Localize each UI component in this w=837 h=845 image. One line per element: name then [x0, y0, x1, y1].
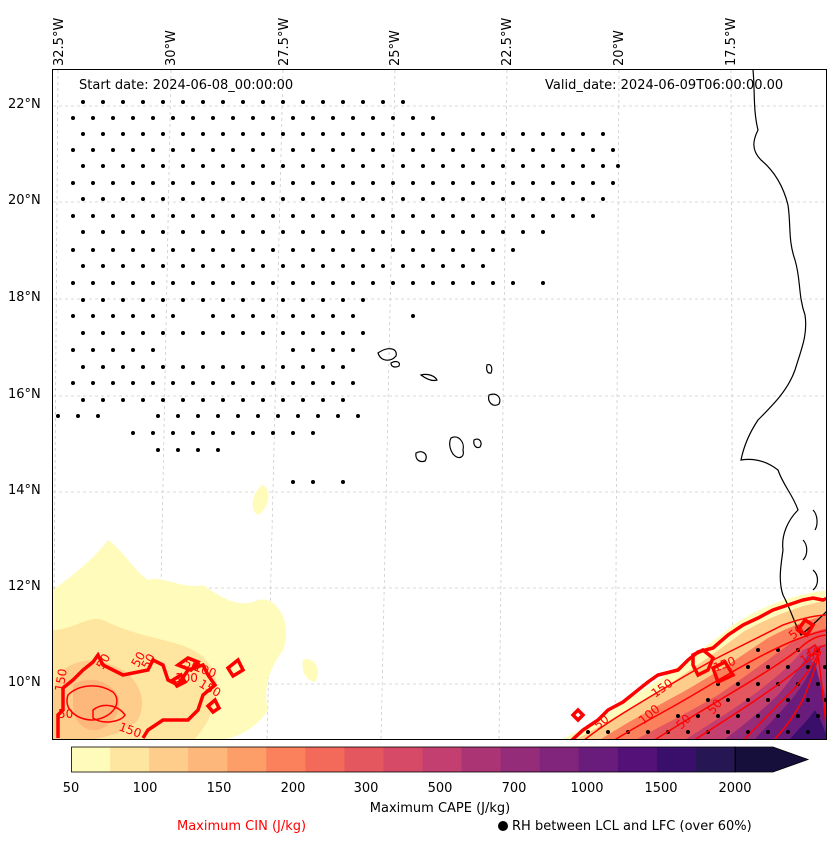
start-date-label: Start date: 2024-06-08_00:00:00 — [79, 78, 294, 93]
lon-label: 32.5°W — [52, 17, 67, 66]
colorbar-cell — [227, 747, 267, 772]
cin-label: 50 — [182, 656, 201, 674]
lat-label: 20°N — [8, 193, 41, 208]
colorbar-tick-label: 150 — [206, 781, 232, 796]
colorbar-cell — [617, 747, 658, 772]
colorbar-cell — [71, 747, 111, 772]
lat-label: 16°N — [8, 387, 41, 402]
lat-label: 22°N — [8, 97, 41, 112]
african-coastline — [740, 70, 826, 636]
colorbar-cell — [149, 747, 189, 772]
cape-verde-island-fogo — [415, 451, 427, 463]
colorbar-tick-label: 100 — [132, 781, 158, 796]
cin-legend: Maximum CIN (J/kg) — [177, 819, 306, 834]
cape-verde-island-santo-antao — [377, 348, 397, 361]
colorbar-cell — [383, 747, 424, 772]
cin-label: 150 — [117, 720, 143, 740]
cape-verde-island-sao-vicente — [390, 360, 401, 368]
colorbar-tick-label: 300 — [353, 781, 379, 796]
lat-label: 10°N — [8, 675, 41, 690]
colorbar-tick-label: 1000 — [570, 781, 604, 796]
colorbar-tick-label: 50 — [62, 781, 80, 796]
rh-stippling — [56, 100, 826, 734]
colorbar-tick-label: 500 — [427, 781, 453, 796]
lon-label: 25°W — [388, 30, 403, 66]
rh-legend: RH between LCL and LFC (over 60%) — [498, 819, 752, 834]
lat-label: 12°N — [8, 579, 41, 594]
lon-label: 17.5°W — [724, 17, 739, 66]
colorbar-cell — [461, 747, 502, 772]
map-canvas[interactable]: 50 50 50 150 150 50 50 100 150 100 150 5… — [53, 70, 827, 740]
cape-shading-southwest — [53, 485, 318, 739]
cin-label: 50 — [58, 707, 73, 721]
cin-label: 50 — [138, 651, 158, 671]
colorbar-cell — [188, 747, 228, 772]
colorbar-tick-label: 700 — [501, 781, 527, 796]
map-panel[interactable]: 50 50 50 150 150 50 50 100 150 100 150 5… — [52, 69, 827, 740]
cape-verde-island-sao-nicolau — [419, 373, 438, 382]
lat-label: 18°N — [8, 290, 41, 305]
cape-verde-island-maio — [473, 438, 482, 449]
cin-label: 100 — [175, 671, 198, 685]
rh-legend-label: RH between LCL and LFC (over 60%) — [512, 819, 752, 834]
coastlines — [377, 70, 826, 636]
colorbar-cell — [539, 747, 580, 772]
cin-legend-label: Maximum CIN (J/kg) — [177, 819, 307, 834]
cin-label: 50 — [93, 651, 113, 671]
cape-colorbar — [71, 746, 810, 773]
lon-label: 20°W — [612, 30, 627, 66]
colorbar-tick-label: 2000 — [718, 781, 752, 796]
colorbar-tick-label: 1500 — [644, 781, 678, 796]
cin-label: 50 — [128, 649, 148, 669]
colorbar-cell — [695, 747, 736, 772]
colorbar-cell — [578, 747, 619, 772]
valid-date-label: Valid_date: 2024-06-09T06:00:00.00 — [545, 78, 784, 93]
colorbar-title: Maximum CAPE (J/kg) — [369, 801, 511, 816]
colorbar-cell — [656, 747, 697, 772]
cape-verde-island-sal — [486, 363, 493, 374]
colorbar-extend-arrow — [734, 746, 810, 773]
colorbar-cell — [422, 747, 463, 772]
colorbar-cell — [305, 747, 345, 772]
colorbar-cell — [110, 747, 150, 772]
colorbar-tick-label: 200 — [280, 781, 306, 796]
cin-contours — [56, 596, 826, 739]
cape-verde-island-boa-vista — [488, 393, 501, 406]
lon-label: 30°W — [164, 30, 179, 66]
rh-dot-icon — [498, 821, 508, 831]
lon-label: 27.5°W — [277, 17, 292, 66]
colorbar-cell — [500, 747, 541, 772]
colorbar-cell — [344, 747, 384, 772]
colorbar-cell — [266, 747, 306, 772]
lon-label: 22.5°W — [500, 17, 515, 66]
cape-verde-island-santiago — [449, 436, 464, 459]
colorbar-outline — [71, 746, 736, 773]
cin-label: 150 — [53, 668, 70, 693]
lat-label: 14°N — [8, 483, 41, 498]
